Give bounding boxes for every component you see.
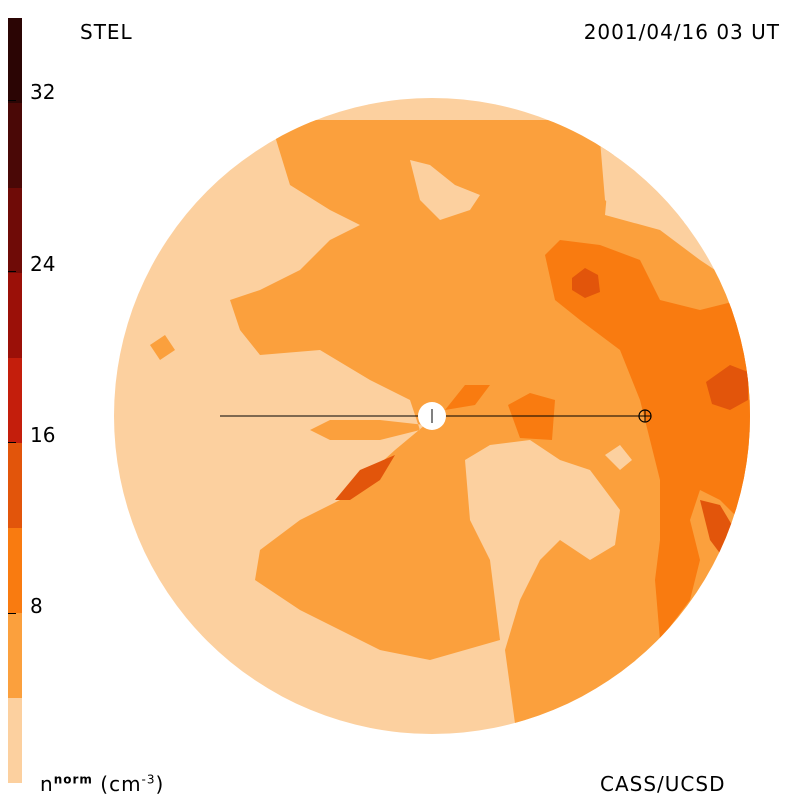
region-dark-patch-2 <box>706 365 748 410</box>
colorbar-segment <box>8 273 22 358</box>
colorbar-segment <box>8 613 22 698</box>
colorbar-segment <box>8 103 22 188</box>
region-dark-patch-1 <box>572 268 600 298</box>
colorbar-tick-32: 32 <box>30 80 56 104</box>
credit-label: CASS/UCSD <box>600 772 726 796</box>
colorbar <box>8 18 22 783</box>
region-lightest-spot <box>605 445 632 470</box>
observatory-label: STEL <box>80 20 133 44</box>
colorbar-tick-24: 24 <box>30 252 56 276</box>
region-mid-right <box>545 240 750 640</box>
colorbar-tick-16: 16 <box>30 423 56 447</box>
colorbar-segment <box>8 443 22 528</box>
colorbar-segment <box>8 698 22 783</box>
colorbar-segment <box>8 358 22 443</box>
colorbar-tick-mark <box>8 100 16 101</box>
timestamp-label: 2001/04/16 03 UT <box>583 20 780 44</box>
region-dark-patch-4 <box>335 455 395 500</box>
region-mid-patch-center <box>445 385 490 410</box>
colorbar-tick-mark <box>8 271 16 272</box>
colorbar-segment <box>8 528 22 613</box>
region-light-left-lobe <box>150 335 175 360</box>
colorbar-tick-mark <box>8 442 16 443</box>
unit-label: nnorm (cm-3) <box>40 772 165 796</box>
region-lightest-notch <box>410 160 480 220</box>
colorbar-tick-mark <box>8 613 16 614</box>
colorbar-segment <box>8 18 22 103</box>
colorbar-tick-8: 8 <box>30 594 43 618</box>
colorbar-segment <box>8 188 22 273</box>
